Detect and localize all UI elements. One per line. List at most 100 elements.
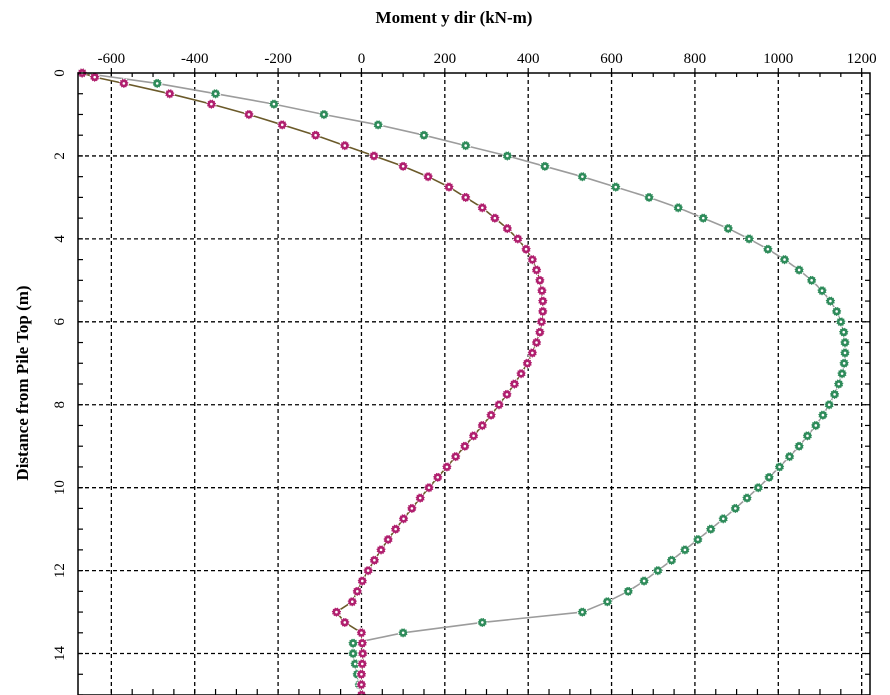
series-2-marker [652, 565, 664, 576]
series-1-marker [382, 534, 394, 545]
series-1-marker [356, 668, 367, 680]
series-1-marker [369, 554, 380, 566]
series-1-marker [527, 254, 538, 265]
series-2-marker [418, 129, 430, 141]
series-2-marker [743, 233, 755, 245]
series-2-marker [477, 617, 488, 628]
series-1-marker [346, 596, 358, 608]
series-2-marker [622, 586, 634, 597]
x-tick-label: 200 [434, 51, 457, 67]
series-1-marker [356, 679, 367, 690]
y-tick-label: 14 [52, 646, 68, 662]
series-2-marker [836, 368, 848, 379]
x-tick-label: 1200 [847, 51, 877, 67]
series-1-marker [356, 575, 368, 587]
series-1-marker [527, 347, 538, 359]
series-1-marker [468, 430, 479, 442]
series-2-marker [779, 254, 790, 265]
series-2-marker [539, 160, 551, 172]
series-2-marker [793, 264, 805, 276]
series-1-marker [537, 295, 549, 307]
series-2-marker [752, 482, 764, 493]
series-2-marker [839, 337, 851, 348]
y-tick-label: 2 [52, 152, 68, 160]
series-1-marker [501, 389, 513, 400]
series-1-marker [356, 658, 368, 670]
series-1-marker [432, 471, 444, 483]
series-1-marker [368, 150, 380, 162]
y-axis-title: Distance from Pile Top (m) [13, 285, 32, 480]
series-1-marker [331, 606, 342, 618]
series-2-marker [705, 523, 717, 535]
series-2-marker [802, 430, 813, 442]
series-1-marker [443, 181, 455, 193]
series-2-marker [692, 534, 704, 545]
series-2-marker [831, 306, 842, 317]
series-1-marker [89, 71, 100, 83]
series-1-marker [339, 140, 351, 151]
series-1-marker [520, 243, 532, 255]
series-2-line [82, 72, 846, 695]
x-tick-label: 400 [517, 51, 540, 67]
series-1-marker [531, 264, 542, 276]
series-1-marker [356, 627, 367, 639]
y-tick-label: 0 [52, 69, 68, 77]
series-2-marker [318, 109, 330, 120]
series-2-marker [577, 606, 588, 618]
series-2-marker [730, 503, 741, 514]
series-1-marker [118, 78, 130, 89]
series-2-marker [829, 389, 840, 400]
y-tick-label: 12 [52, 563, 68, 578]
series-2-marker [151, 78, 163, 89]
series-1-marker [534, 326, 546, 338]
series-2-marker [838, 357, 850, 369]
x-tick-label: -400 [181, 51, 209, 67]
grid-lines [78, 73, 870, 695]
series-2-marker [679, 544, 691, 556]
series-1-marker [406, 503, 418, 514]
series-1-line [81, 72, 544, 695]
series-2-marker [816, 285, 828, 297]
series-2-marker [825, 295, 836, 307]
series-1-marker [414, 492, 426, 504]
series-1-marker [339, 617, 351, 628]
y-tick-label: 6 [52, 318, 68, 326]
series-1-marker [477, 420, 488, 431]
series-1-marker [515, 368, 527, 379]
plot-frame [77, 72, 871, 695]
series-1-marker [477, 202, 488, 214]
y-tick-label: 4 [52, 235, 68, 243]
series-1-marker [243, 109, 255, 120]
series-1-marker [536, 285, 548, 297]
axis-ticks: -600 -400 -200 0 200 400 600 800 1000 1200 0 2 4 6 8 10… [52, 51, 877, 695]
series-1-marker [460, 192, 471, 203]
series-1-marker [375, 544, 387, 556]
series-2-marker [610, 181, 622, 193]
series-1-marker [534, 275, 546, 286]
series-1-marker [531, 337, 542, 348]
series-2-marker [643, 192, 655, 203]
series-2-marker [602, 596, 613, 608]
x-tick-label: -600 [98, 51, 126, 67]
series-1-marker [493, 399, 505, 411]
data-series [76, 67, 851, 695]
y-tick-label: 8 [52, 401, 68, 409]
series-1-marker [310, 129, 321, 141]
series-1-marker [398, 513, 409, 525]
x-tick-label: 0 [358, 51, 366, 67]
x-axis-title: Moment y dir (kN-m) [376, 8, 533, 27]
series-1-marker [509, 378, 520, 390]
series-2-marker [210, 88, 221, 100]
x-tick-label: 800 [684, 51, 707, 67]
series-2-marker [835, 316, 847, 328]
series-2-marker [839, 347, 851, 359]
x-tick-label: -200 [264, 51, 292, 67]
series-2-marker [784, 451, 795, 462]
series-2-marker [460, 140, 471, 151]
series-1-marker [356, 637, 368, 649]
series-1-marker [362, 565, 374, 576]
series-2-marker [763, 471, 775, 483]
series-2-marker [762, 243, 774, 255]
series-1-marker [390, 523, 401, 535]
